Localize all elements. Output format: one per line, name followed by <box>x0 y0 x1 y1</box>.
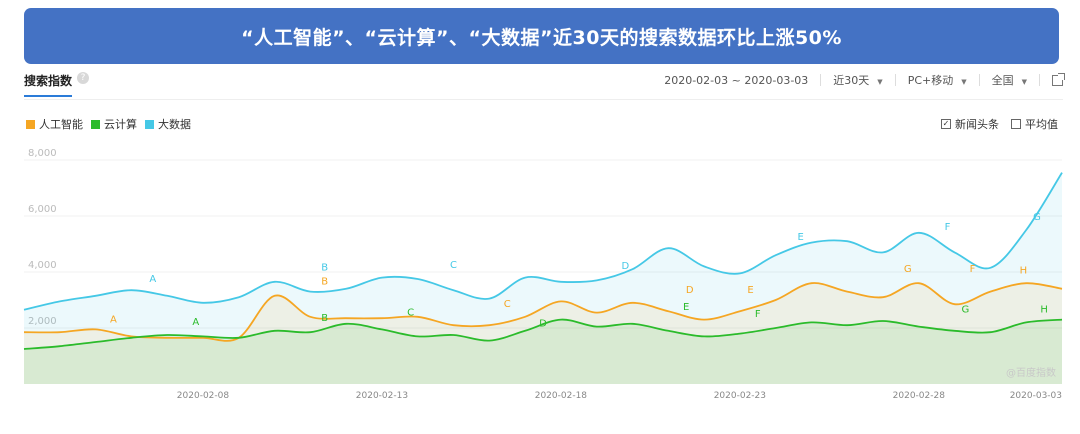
legend-swatch <box>145 119 154 129</box>
x-tick-label: 2020-02-23 <box>714 391 766 401</box>
cloud-event-marker: F <box>755 309 761 320</box>
bigdata-event-marker: F <box>945 222 951 233</box>
ai-event-marker: F <box>970 264 976 275</box>
tab-search-index[interactable]: 搜索指数 <box>24 72 73 97</box>
legend-label: 云计算 <box>104 118 137 131</box>
x-tick-label: 2020-02-28 <box>893 391 946 401</box>
period-select[interactable]: 近30天 ▼ <box>833 72 882 88</box>
chart-options: ✓ 新闻头条 平均值 <box>929 116 1058 132</box>
bigdata-event-marker: D <box>621 261 629 272</box>
cloud-series-line <box>23 318 1063 350</box>
bigdata-event-marker: B <box>321 263 328 274</box>
bigdata-event-marker: G <box>1033 212 1041 223</box>
cloud-event-marker: H <box>1040 305 1048 316</box>
news-headline-toggle[interactable]: ✓ 新闻头条 <box>941 116 999 132</box>
cloud-event-marker: D <box>539 319 547 330</box>
device-label: PC+移动 <box>907 74 954 87</box>
ai-event-marker: H <box>1020 265 1028 276</box>
x-tick-label: 2020-02-18 <box>535 391 588 401</box>
x-tick-label: 2020-02-13 <box>356 391 408 401</box>
news-label: 新闻头条 <box>955 118 999 131</box>
legend-label: 大数据 <box>158 118 191 131</box>
caret-down-icon: ▼ <box>961 78 967 86</box>
chart-legend: 人工智能 云计算 大数据 <box>26 116 199 132</box>
bigdata-series-line <box>23 172 1063 311</box>
average-toggle[interactable]: 平均值 <box>1011 116 1058 132</box>
legend-item-bigdata[interactable]: 大数据 <box>145 116 191 132</box>
bigdata-event-marker: E <box>798 232 804 243</box>
region-label: 全国 <box>991 74 1014 87</box>
period-label: 近30天 <box>833 74 870 87</box>
ai-series-line <box>23 282 1063 342</box>
legend-swatch <box>91 119 100 129</box>
checkbox-unchecked-icon[interactable] <box>1011 119 1021 129</box>
caret-down-icon: ▼ <box>877 78 883 86</box>
checkbox-checked-icon[interactable]: ✓ <box>941 119 951 129</box>
legend-swatch <box>26 119 35 129</box>
bigdata-event-marker: A <box>149 274 156 285</box>
cloud-event-marker: B <box>321 313 328 324</box>
device-select[interactable]: PC+移动 ▼ <box>908 72 967 88</box>
region-select[interactable]: 全国 ▼ <box>992 72 1027 88</box>
watermark-text: @百度指数 <box>1006 366 1056 379</box>
ai-event-marker: D <box>686 285 694 296</box>
ai-event-marker: C <box>504 299 511 310</box>
toolbar-divider <box>820 74 822 86</box>
y-tick-label: 4,000 <box>28 260 57 271</box>
cloud-event-marker: A <box>192 317 199 328</box>
cloud-event-marker: G <box>961 305 969 316</box>
ai-event-marker: G <box>904 264 912 275</box>
y-tick-label: 6,000 <box>28 204 57 215</box>
y-tick-label: 2,000 <box>28 316 57 327</box>
average-label: 平均值 <box>1025 118 1058 131</box>
toolbar-filters: 2020-02-03 ~ 2020-03-03 近30天 ▼ PC+移动 ▼ 全国 ▼ <box>664 72 1065 88</box>
x-tick-label: 2020-02-08 <box>177 391 230 401</box>
share-icon[interactable] <box>1052 72 1065 86</box>
cloud-area <box>24 319 1062 384</box>
caret-down-icon: ▼ <box>1021 78 1027 86</box>
date-range[interactable]: 2020-02-03 ~ 2020-03-03 <box>664 73 809 87</box>
toolbar-divider <box>1039 74 1040 86</box>
bigdata-event-marker: C <box>450 260 457 271</box>
toolbar-divider <box>978 74 980 86</box>
cloud-event-marker: C <box>407 307 414 318</box>
help-icon[interactable]: ? <box>77 72 89 84</box>
legend-item-cloud[interactable]: 云计算 <box>91 116 137 132</box>
cloud-event-marker: E <box>683 302 689 313</box>
legend-item-ai[interactable]: 人工智能 <box>26 116 83 132</box>
x-tick-label: 2020-03-03 <box>1010 391 1062 401</box>
ai-area <box>24 283 1062 384</box>
ai-event-marker: B <box>321 277 328 288</box>
y-tick-label: 8,000 <box>28 148 57 159</box>
banner-title: “人工智能”、“云计算”、“大数据”近30天的搜索数据环比上涨50% <box>241 26 842 49</box>
legend-label: 人工智能 <box>39 118 83 131</box>
toolbar: 搜索指数 ? 2020-02-03 ~ 2020-03-03 近30天 ▼ PC+… <box>24 68 1065 100</box>
search-index-chart: 2,000 4,000 6,000 8,000 2020-02-08 2020-02-13… <box>23 148 1063 401</box>
ai-event-marker: A <box>110 314 117 325</box>
title-banner: “人工智能”、“云计算”、“大数据”近30天的搜索数据环比上涨50% <box>24 8 1059 64</box>
toolbar-divider <box>894 74 896 86</box>
ai-event-marker: E <box>747 285 753 296</box>
